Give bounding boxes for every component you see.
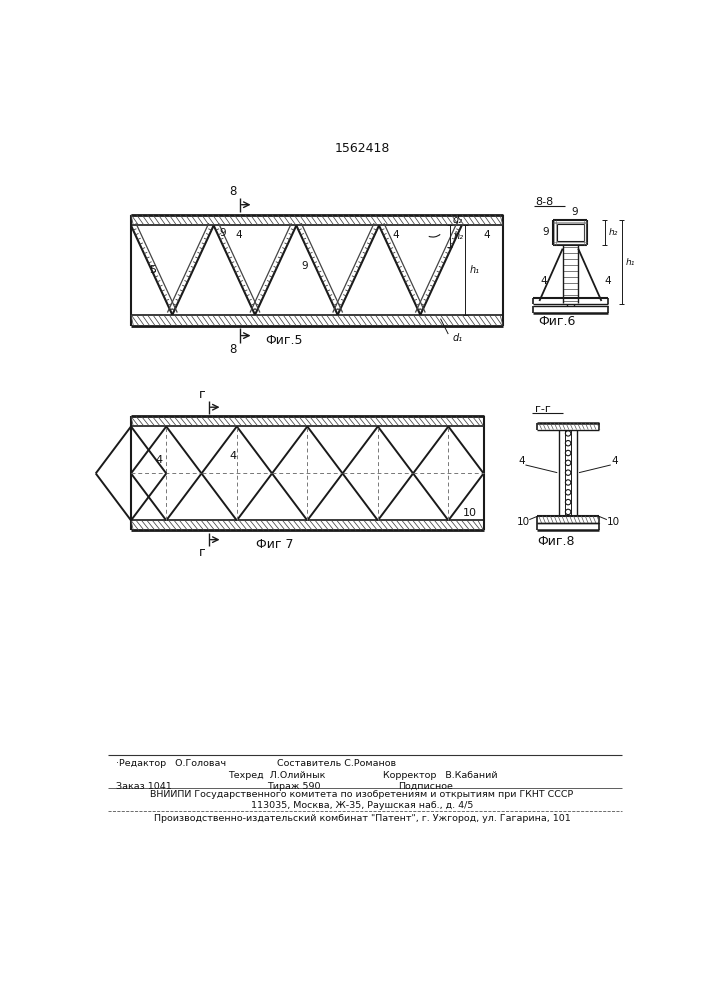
- Text: 4: 4: [155, 455, 162, 465]
- Text: h₂: h₂: [454, 231, 464, 241]
- Text: Фиг.8: Фиг.8: [538, 535, 575, 548]
- Text: Фиг.5: Фиг.5: [266, 334, 303, 347]
- Text: 8: 8: [229, 343, 236, 356]
- Text: 4: 4: [612, 456, 618, 466]
- Text: Заказ 1041: Заказ 1041: [115, 782, 171, 791]
- Text: г-г: г-г: [534, 404, 551, 414]
- Text: 113035, Москва, Ж-35, Раушская наб., д. 4/5: 113035, Москва, Ж-35, Раушская наб., д. …: [251, 801, 473, 810]
- Text: d₂: d₂: [452, 215, 462, 225]
- Text: h₂: h₂: [608, 228, 618, 237]
- Text: 4: 4: [540, 276, 547, 286]
- Text: 1562418: 1562418: [334, 142, 390, 155]
- Text: 4: 4: [392, 230, 399, 240]
- Text: Корректор   В.Кабаний: Корректор В.Кабаний: [383, 771, 498, 780]
- Text: Фиг.6: Фиг.6: [539, 315, 576, 328]
- Text: ВНИИПИ Государственного комитета по изобретениям и открытиям при ГКНТ СССР: ВНИИПИ Государственного комитета по изоб…: [151, 790, 573, 799]
- Text: 5: 5: [149, 265, 156, 275]
- Text: ·Редактор   О.Головач: ·Редактор О.Головач: [115, 759, 226, 768]
- Text: 4: 4: [235, 230, 242, 240]
- Text: г: г: [199, 546, 206, 559]
- Text: 10: 10: [607, 517, 619, 527]
- Text: Фиг 7: Фиг 7: [256, 538, 293, 551]
- Text: 4: 4: [518, 456, 525, 466]
- Text: 8: 8: [229, 185, 236, 198]
- Text: Составитель С.Романов: Составитель С.Романов: [277, 759, 396, 768]
- Text: 9: 9: [220, 228, 226, 238]
- Text: 4: 4: [229, 451, 236, 461]
- Text: Тираж 590: Тираж 590: [267, 782, 320, 791]
- Text: d₁: d₁: [452, 333, 462, 343]
- Text: г: г: [199, 388, 206, 401]
- Text: 4: 4: [604, 276, 611, 286]
- Text: 10: 10: [517, 517, 530, 527]
- Text: h₁: h₁: [469, 265, 479, 275]
- Text: 10: 10: [462, 508, 477, 518]
- Text: Техред  Л.Олийнык: Техред Л.Олийнык: [228, 771, 325, 780]
- Text: Подписное: Подписное: [398, 782, 453, 791]
- Text: h₁: h₁: [626, 258, 635, 267]
- Text: Производственно-издательский комбинат "Патент", г. Ужгород, ул. Гагарина, 101: Производственно-издательский комбинат "П…: [153, 814, 571, 823]
- Text: 9: 9: [571, 207, 578, 217]
- Text: 9: 9: [542, 227, 549, 237]
- Text: 9: 9: [301, 261, 308, 271]
- Text: 4: 4: [483, 230, 490, 240]
- Text: 8-8: 8-8: [535, 197, 554, 207]
